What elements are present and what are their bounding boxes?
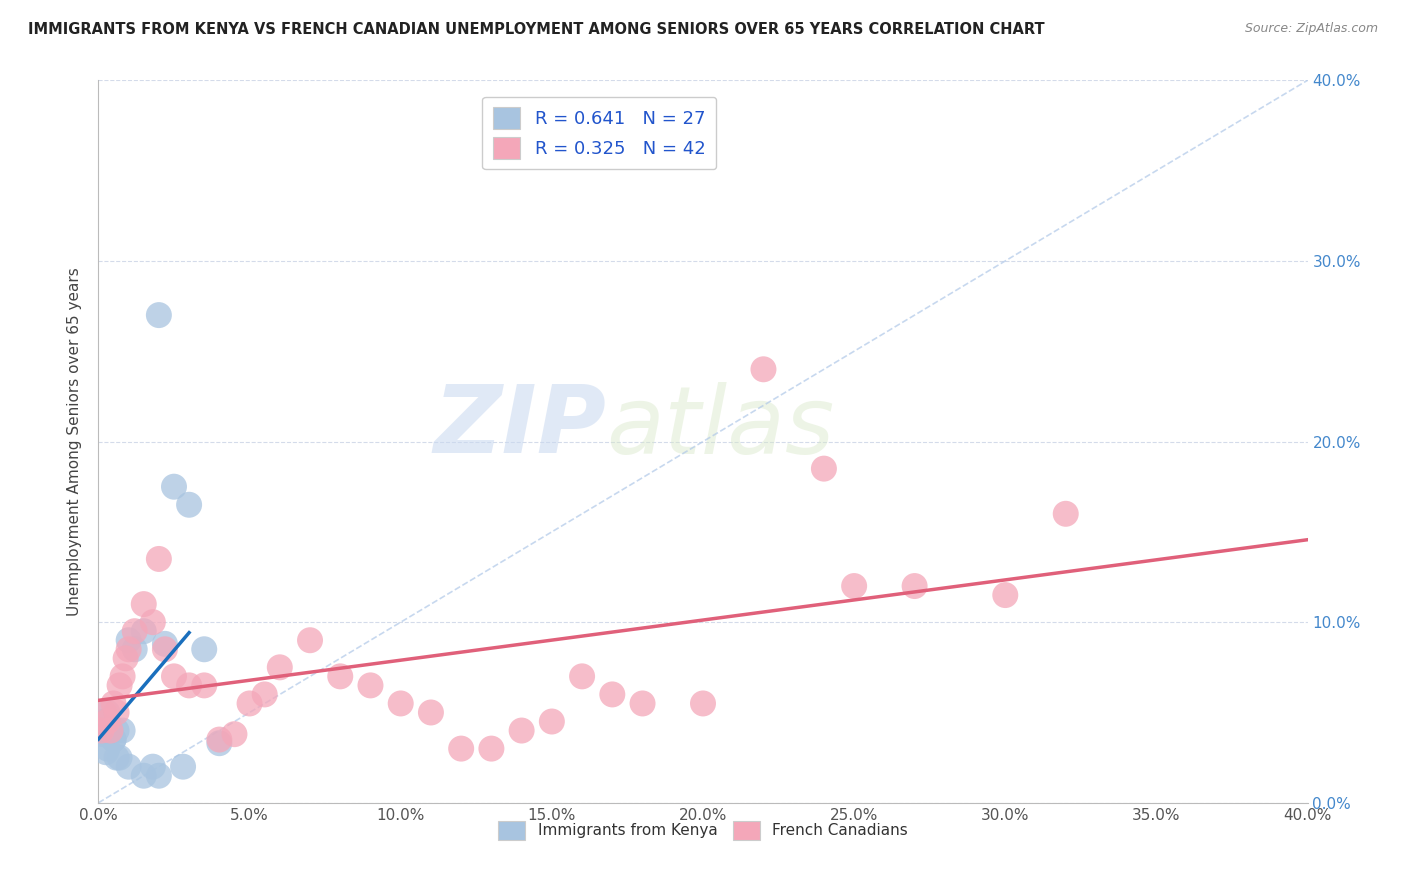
- Point: [103, 732, 125, 747]
- Point: [253, 687, 276, 701]
- Point: [299, 633, 322, 648]
- Point: [631, 697, 654, 711]
- Point: [208, 736, 231, 750]
- Point: [602, 687, 624, 701]
- Point: [389, 697, 412, 711]
- Point: [239, 697, 262, 711]
- Point: [450, 741, 472, 756]
- Point: [103, 697, 125, 711]
- Point: [96, 714, 118, 729]
- Point: [142, 760, 165, 774]
- Point: [93, 706, 115, 720]
- Point: [118, 633, 141, 648]
- Point: [93, 714, 115, 729]
- Legend: Immigrants from Kenya, French Canadians: Immigrants from Kenya, French Canadians: [492, 815, 914, 846]
- Point: [752, 362, 775, 376]
- Point: [360, 678, 382, 692]
- Point: [91, 727, 114, 741]
- Point: [813, 461, 835, 475]
- Point: [193, 678, 215, 692]
- Text: ZIP: ZIP: [433, 381, 606, 473]
- Point: [153, 642, 176, 657]
- Point: [132, 624, 155, 639]
- Point: [148, 769, 170, 783]
- Point: [100, 723, 122, 738]
- Point: [148, 552, 170, 566]
- Point: [114, 651, 136, 665]
- Point: [142, 615, 165, 630]
- Point: [153, 637, 176, 651]
- Point: [163, 480, 186, 494]
- Point: [108, 750, 131, 764]
- Text: atlas: atlas: [606, 382, 835, 473]
- Point: [105, 750, 128, 764]
- Point: [94, 745, 117, 759]
- Point: [100, 723, 122, 738]
- Point: [124, 642, 146, 657]
- Point: [103, 732, 125, 747]
- Point: [844, 579, 866, 593]
- Text: IMMIGRANTS FROM KENYA VS FRENCH CANADIAN UNEMPLOYMENT AMONG SENIORS OVER 65 YEAR: IMMIGRANTS FROM KENYA VS FRENCH CANADIAN…: [28, 22, 1045, 37]
- Point: [193, 642, 215, 657]
- Point: [269, 660, 291, 674]
- Point: [540, 714, 562, 729]
- Point: [1054, 507, 1077, 521]
- Point: [90, 723, 112, 738]
- Point: [118, 642, 141, 657]
- Point: [904, 579, 927, 593]
- Point: [132, 769, 155, 783]
- Point: [692, 697, 714, 711]
- Point: [163, 669, 186, 683]
- Point: [132, 597, 155, 611]
- Point: [179, 498, 201, 512]
- Point: [329, 669, 352, 683]
- Point: [96, 706, 118, 720]
- Point: [208, 732, 231, 747]
- Point: [111, 669, 134, 683]
- Point: [510, 723, 533, 738]
- Point: [571, 669, 593, 683]
- Point: [224, 727, 246, 741]
- Point: [105, 723, 128, 738]
- Point: [108, 678, 131, 692]
- Point: [90, 723, 112, 738]
- Point: [179, 678, 201, 692]
- Point: [124, 624, 146, 639]
- Point: [420, 706, 443, 720]
- Y-axis label: Unemployment Among Seniors over 65 years: Unemployment Among Seniors over 65 years: [67, 268, 83, 615]
- Point: [172, 760, 194, 774]
- Text: Source: ZipAtlas.com: Source: ZipAtlas.com: [1244, 22, 1378, 36]
- Point: [96, 741, 118, 756]
- Point: [111, 723, 134, 738]
- Point: [994, 588, 1017, 602]
- Point: [105, 706, 128, 720]
- Point: [481, 741, 503, 756]
- Point: [118, 760, 141, 774]
- Point: [148, 308, 170, 322]
